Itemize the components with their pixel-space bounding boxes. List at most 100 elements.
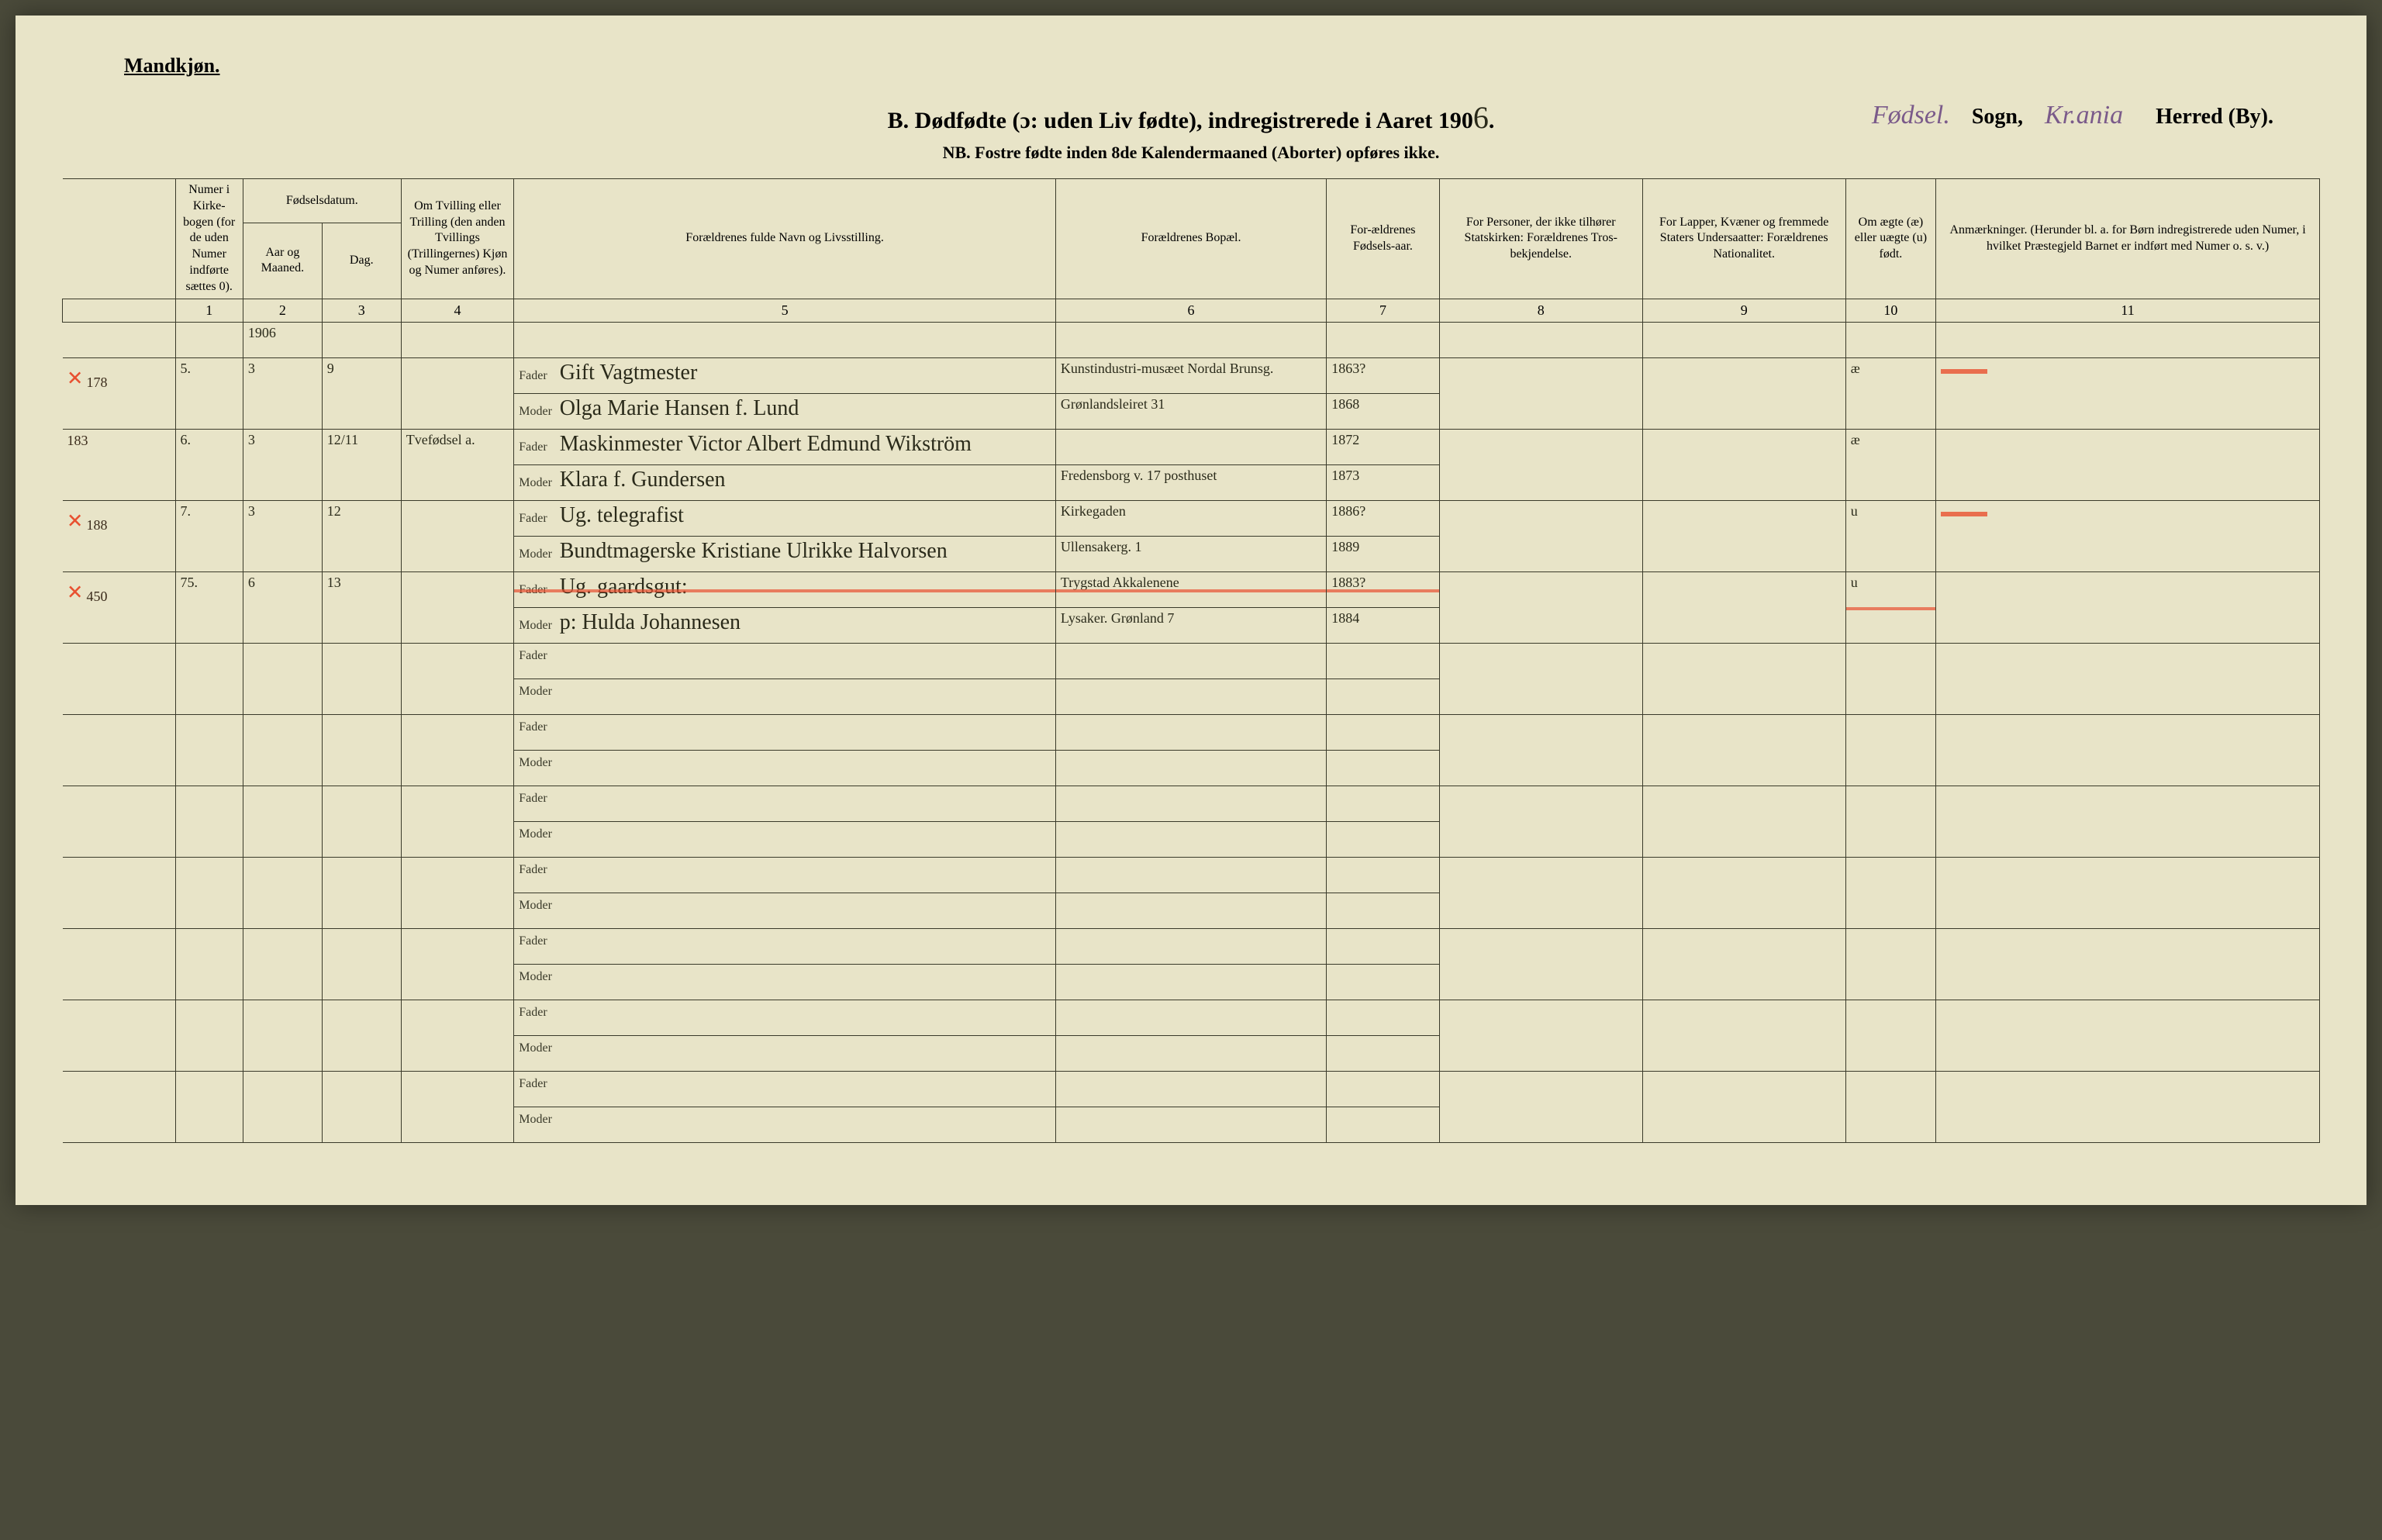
moder-label: Moder (519, 970, 556, 984)
numer-cell (175, 928, 243, 1000)
col-tvilling: Om Tvilling eller Trilling (den anden Tv… (401, 179, 514, 299)
bopael-cell (1055, 1000, 1326, 1035)
stats-cell (1439, 322, 1642, 357)
red-x-mark: × (67, 576, 84, 607)
margin-cell: × 188 (63, 500, 176, 571)
col-fodsel-group: Fødselsdatum. (243, 179, 401, 223)
fodselaar-cell (1327, 643, 1440, 678)
entry-fader-row: × 1887.312Fader Ug. telegrafistKirkegade… (63, 500, 2320, 536)
margin-cell: 183 (63, 429, 176, 500)
fodselaar-cell (1327, 857, 1440, 893)
moder-navn-cell: Moder Klara f. Gundersen (514, 464, 1056, 500)
entry-fader-row: × 45075.613Fader Ug. gaardsgut:Trygstad … (63, 571, 2320, 607)
colnum-cell: 1 (175, 299, 243, 322)
anm-cell (1936, 714, 2320, 786)
fader-navn-cell: Fader Gift Vagtmester (514, 357, 1056, 393)
moder-label: Moder (519, 685, 556, 699)
moder-navn: Bundtmagerske Kristiane Ulrikke Halvorse… (560, 539, 948, 563)
stats-cell (1439, 1071, 1642, 1142)
moder-label: Moder (519, 1113, 556, 1127)
moder-aar-cell: 1873 (1327, 464, 1440, 500)
fodselaar-cell (1327, 821, 1440, 857)
fodselaar-cell (1327, 964, 1440, 1000)
entries-body: 1906 × 1785.39Fader Gift VagtmesterKunst… (63, 322, 2320, 1142)
lapper-cell (1642, 322, 1845, 357)
aar-cell: 3 (243, 500, 322, 571)
dag-cell (322, 928, 401, 1000)
tvill-cell (401, 1000, 514, 1071)
aegte-cell (1845, 322, 1935, 357)
moder-bopael-cell: Fredensborg v. 17 posthuset (1055, 464, 1326, 500)
numer-cell (175, 643, 243, 714)
bopael-cell (1055, 322, 1326, 357)
aegte-cell (1845, 1071, 1935, 1142)
dag-cell (322, 786, 401, 857)
fader-navn: Ug. telegrafist (560, 503, 684, 527)
bopael-cell (1055, 643, 1326, 678)
col-margin (63, 179, 176, 299)
moder-label: Moder (519, 547, 556, 561)
fodselaar-cell (1327, 1000, 1440, 1035)
moder-bopael-cell: Ullensakerg. 1 (1055, 536, 1326, 571)
col-bopael: Forældrenes Bopæl. (1055, 179, 1326, 299)
col-aar: Aar og Maaned. (243, 223, 322, 299)
moder-label: Moder (519, 899, 556, 913)
moder-bopael-cell: Grønlandsleiret 31 (1055, 393, 1326, 429)
fader-label: Fader (519, 1006, 556, 1020)
moder-navn: Klara f. Gundersen (560, 468, 726, 492)
blank-fader-row: Fader (63, 643, 2320, 678)
fader-label: Fader (519, 792, 556, 806)
moder-label: Moder (519, 619, 556, 633)
moder-navn-cell: Moder (514, 678, 1056, 714)
margin-number: 178 (87, 375, 108, 390)
aegte-cell (1845, 786, 1935, 857)
fader-aar-cell: 1872 (1327, 429, 1440, 464)
lapper-cell (1642, 786, 1845, 857)
moder-navn: p: Hulda Johannesen (560, 610, 740, 634)
colnum-cell: 7 (1327, 299, 1440, 322)
bopael-cell (1055, 1071, 1326, 1107)
stats-cell (1439, 857, 1642, 928)
register-table: Numer i Kirke-bogen (for de uden Numer i… (62, 178, 2320, 1143)
lapper-cell (1642, 571, 1845, 643)
margin-number: 183 (67, 433, 88, 448)
anm-cell (1936, 1071, 2320, 1142)
fodselaar-cell (1327, 678, 1440, 714)
stats-cell (1439, 928, 1642, 1000)
tvill-cell (401, 357, 514, 429)
fodselaar-cell (1327, 714, 1440, 750)
aegte-cell (1845, 857, 1935, 928)
moder-navn-cell: Moder (514, 1035, 1056, 1071)
aar-cell (243, 1071, 322, 1142)
red-dash-mark (1941, 512, 1987, 516)
tvill-cell (401, 322, 514, 357)
aar-cell (243, 857, 322, 928)
aegte-cell (1845, 714, 1935, 786)
bopael-cell (1055, 964, 1326, 1000)
aar-cell: 3 (243, 429, 322, 500)
lapper-cell (1642, 1071, 1845, 1142)
anm-cell (1936, 322, 2320, 357)
moder-label: Moder (519, 756, 556, 770)
title-line: B. Dødfødte (ɔ: uden Liv fødte), indregi… (62, 101, 2320, 135)
fader-label: Fader (519, 583, 556, 597)
blank-fader-row: Fader (63, 928, 2320, 964)
numer-cell (175, 786, 243, 857)
sogn-handwritten: Fødsel. (1872, 101, 1950, 129)
anm-cell (1936, 928, 2320, 1000)
moder-navn-cell: Moder (514, 821, 1056, 857)
fader-navn-cell: Fader (514, 714, 1056, 750)
moder-aar-cell: 1889 (1327, 536, 1440, 571)
entry-fader-row: 1836.312/11Tvefødsel a.Fader Maskinmeste… (63, 429, 2320, 464)
fodselaar-cell (1327, 893, 1440, 928)
stats-cell (1439, 500, 1642, 571)
gender-label: Mandkjøn. (124, 54, 2320, 78)
numer-cell (175, 1000, 243, 1071)
stats-cell (1439, 786, 1642, 857)
margin-cell: × 178 (63, 357, 176, 429)
colnum-cell: 11 (1936, 299, 2320, 322)
moder-aar-cell: 1868 (1327, 393, 1440, 429)
colnum-cell: 10 (1845, 299, 1935, 322)
dag-cell (322, 857, 401, 928)
tvill-cell (401, 928, 514, 1000)
